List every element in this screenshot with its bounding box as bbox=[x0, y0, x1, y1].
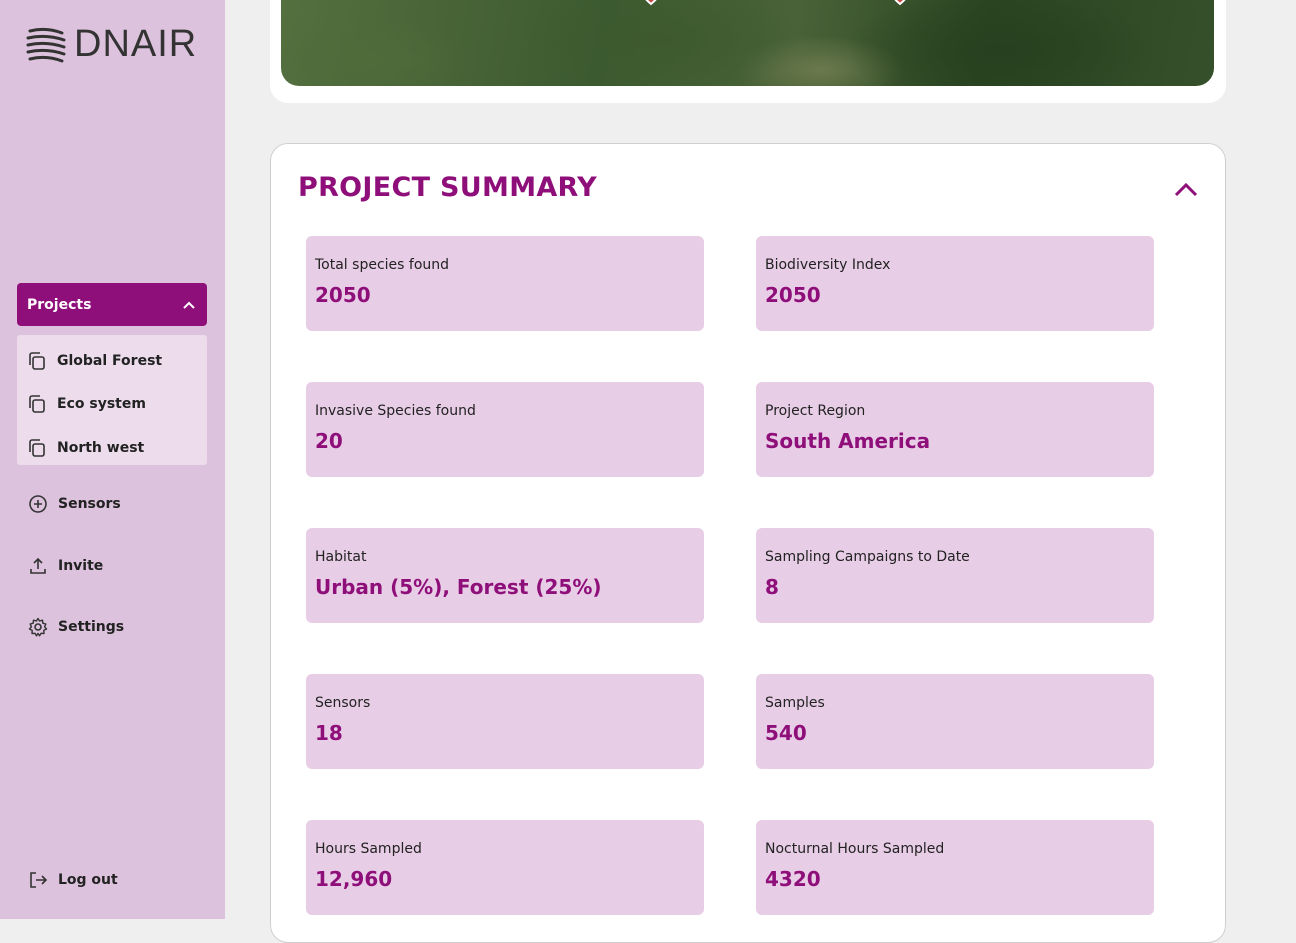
map-card bbox=[270, 0, 1226, 103]
stat-card-habitat: Habitat Urban (5%), Forest (25%) bbox=[306, 528, 704, 623]
stat-card-total-species: Total species found 2050 bbox=[306, 236, 704, 331]
chevron-up-icon[interactable] bbox=[1173, 180, 1199, 200]
stat-label: Biodiversity Index bbox=[765, 257, 891, 273]
nav-item-label: Sensors bbox=[58, 496, 121, 512]
stat-card-sampling-campaigns: Sampling Campaigns to Date 8 bbox=[756, 528, 1154, 623]
stat-card-project-region: Project Region South America bbox=[756, 382, 1154, 477]
stat-label: Total species found bbox=[315, 257, 450, 273]
projects-list: Global Forest Eco system North west bbox=[17, 335, 207, 465]
map-pin-icon[interactable] bbox=[885, 0, 915, 6]
copy-icon bbox=[29, 351, 45, 370]
stat-label: Sampling Campaigns to Date bbox=[765, 549, 970, 565]
brand-name: DNAIR bbox=[74, 23, 198, 65]
logout-icon bbox=[30, 872, 48, 888]
stat-label: Habitat bbox=[315, 549, 367, 565]
project-item-global-forest[interactable]: Global Forest bbox=[17, 339, 207, 383]
chevron-up-icon bbox=[183, 301, 195, 309]
stat-card-biodiversity-index: Biodiversity Index 2050 bbox=[756, 236, 1154, 331]
stat-label: Samples bbox=[765, 695, 825, 711]
satellite-map[interactable] bbox=[281, 0, 1214, 86]
gear-icon bbox=[28, 617, 48, 637]
upload-icon bbox=[30, 557, 46, 574]
logout-label: Log out bbox=[58, 872, 118, 888]
brand-logo[interactable]: DNAIR bbox=[26, 24, 197, 64]
copy-icon bbox=[29, 395, 45, 414]
nav-item-invite[interactable]: Invite bbox=[28, 556, 103, 576]
dna-logo-icon bbox=[26, 27, 66, 63]
stat-value: 12,960 bbox=[315, 867, 393, 891]
project-item-eco-system[interactable]: Eco system bbox=[17, 383, 207, 427]
stat-label: Sensors bbox=[315, 695, 371, 711]
nav-item-settings[interactable]: Settings bbox=[28, 617, 124, 637]
copy-icon bbox=[29, 438, 45, 457]
stat-value: South America bbox=[765, 429, 931, 453]
stat-card-nocturnal-hours: Nocturnal Hours Sampled 4320 bbox=[756, 820, 1154, 915]
map-pin-icon[interactable] bbox=[636, 0, 666, 6]
stat-value: 8 bbox=[765, 575, 779, 599]
logout-button[interactable]: Log out bbox=[28, 870, 118, 890]
stat-value: 2050 bbox=[765, 283, 821, 307]
stat-value: 2050 bbox=[315, 283, 371, 307]
project-item-label: Global Forest bbox=[57, 352, 163, 369]
stat-card-sensors: Sensors 18 bbox=[306, 674, 704, 769]
project-item-label: Eco system bbox=[57, 396, 146, 413]
projects-toggle-button[interactable]: Projects bbox=[17, 283, 207, 326]
stat-value: 540 bbox=[765, 721, 807, 745]
summary-title: PROJECT SUMMARY bbox=[298, 172, 598, 203]
stat-label: Project Region bbox=[765, 403, 866, 419]
stat-label: Invasive Species found bbox=[315, 403, 476, 419]
stat-value: 20 bbox=[315, 429, 343, 453]
project-item-label: North west bbox=[57, 439, 145, 456]
stat-label: Nocturnal Hours Sampled bbox=[765, 841, 945, 857]
stat-card-samples: Samples 540 bbox=[756, 674, 1154, 769]
nav-item-label: Invite bbox=[58, 558, 104, 574]
sidebar: DNAIR Projects Global Forest Eco system bbox=[0, 0, 225, 919]
project-summary-card: PROJECT SUMMARY Total species found 2050… bbox=[270, 143, 1226, 943]
stat-value: Urban (5%), Forest (25%) bbox=[315, 575, 602, 599]
stat-value: 4320 bbox=[765, 867, 821, 891]
plus-circle-icon bbox=[29, 495, 47, 513]
stat-label: Hours Sampled bbox=[315, 841, 422, 857]
projects-label: Projects bbox=[27, 296, 92, 313]
stat-card-invasive-species: Invasive Species found 20 bbox=[306, 382, 704, 477]
stat-value: 18 bbox=[315, 721, 343, 745]
project-item-north-west[interactable]: North west bbox=[17, 426, 207, 470]
stat-card-hours-sampled: Hours Sampled 12,960 bbox=[306, 820, 704, 915]
nav-item-sensors[interactable]: Sensors bbox=[28, 494, 121, 514]
nav-item-label: Settings bbox=[58, 619, 125, 635]
